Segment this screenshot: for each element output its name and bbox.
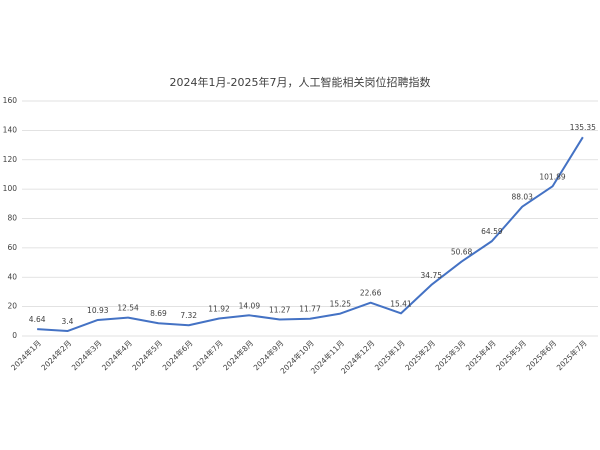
y-tick-label: 160 [3, 96, 18, 105]
data-label: 64.59 [481, 227, 503, 236]
x-tick-label: 2024年3月 [69, 338, 104, 373]
data-label: 15.25 [330, 300, 352, 309]
chart-title: 2024年1月-2025年7月，人工智能相关岗位招聘指数 [170, 75, 431, 89]
y-tick-label: 140 [3, 125, 18, 134]
data-label: 11.77 [299, 305, 321, 314]
data-label: 4.64 [29, 315, 46, 324]
y-tick-label: 100 [3, 184, 18, 193]
data-label: 135.35 [570, 123, 596, 132]
data-label: 10.93 [87, 306, 109, 315]
data-label: 15.41 [390, 299, 412, 308]
x-tick-label: 2025年4月 [463, 338, 498, 373]
data-label: 7.32 [180, 311, 197, 320]
x-tick-label: 2025年7月 [554, 338, 589, 373]
data-label: 22.66 [360, 289, 382, 298]
x-tick-label: 2024年4月 [99, 338, 134, 373]
x-tick-label: 2025年3月 [433, 338, 468, 373]
y-tick-label: 120 [3, 155, 18, 164]
x-tick-label: 2024年1月 [8, 338, 43, 373]
data-label: 3.4 [62, 317, 74, 326]
data-label: 11.27 [269, 305, 291, 314]
x-tick-label: 2025年2月 [403, 338, 438, 373]
data-label: 101.89 [539, 172, 565, 181]
x-tick-label: 2024年8月 [221, 338, 256, 373]
x-tick-label: 2025年1月 [372, 338, 407, 373]
x-tick-label: 2025年5月 [493, 338, 528, 373]
y-tick-label: 80 [7, 214, 17, 223]
data-label: 34.75 [421, 271, 443, 280]
data-label: 14.09 [239, 301, 261, 310]
data-label: 8.69 [150, 309, 167, 318]
y-tick-label: 40 [7, 272, 17, 281]
data-label: 88.03 [511, 193, 533, 202]
x-tick-label: 2024年7月 [190, 338, 225, 373]
y-tick-label: 60 [7, 243, 17, 252]
data-label: 12.54 [117, 304, 139, 313]
y-tick-label: 20 [7, 302, 17, 311]
x-tick-label: 2024年5月 [130, 338, 165, 373]
y-tick-label: 0 [12, 331, 17, 340]
data-label: 50.68 [451, 248, 473, 257]
x-tick-label: 2024年2月 [39, 338, 74, 373]
x-tick-label: 2025年6月 [524, 338, 559, 373]
data-label: 11.92 [208, 304, 230, 313]
line [37, 136, 584, 333]
x-tick-label: 2024年6月 [160, 338, 195, 373]
